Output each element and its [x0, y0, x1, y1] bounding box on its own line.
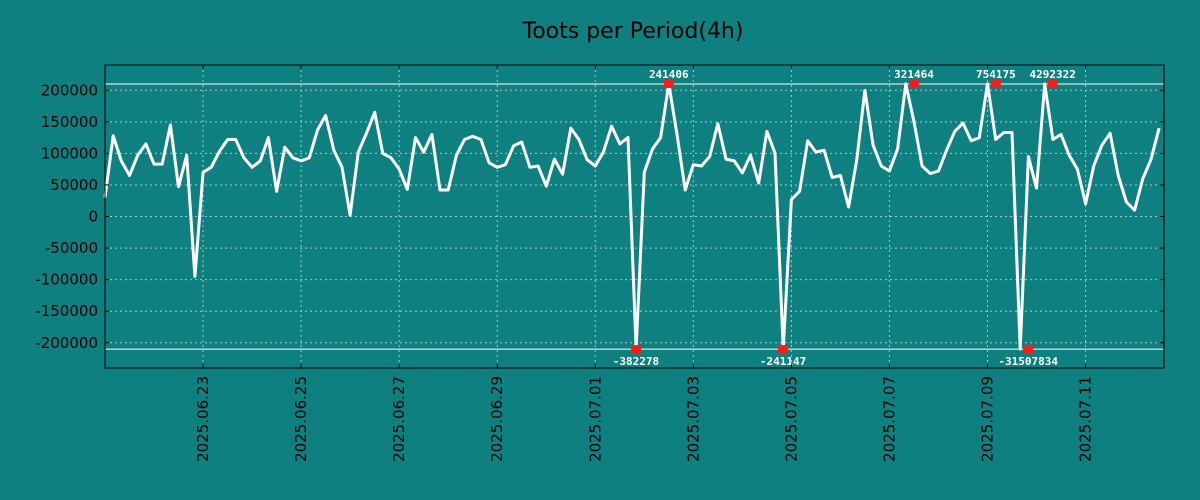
clip-marker [630, 345, 641, 354]
clip-annotation-label: 754175 [976, 68, 1016, 81]
y-tick-label: -50000 [45, 239, 98, 257]
x-tick-label: 2025.06.27 [390, 376, 408, 462]
y-tick-label: 0 [88, 208, 98, 226]
clip-annotation-label: -241147 [760, 355, 806, 368]
x-axis: 2025.06.23 2025.06.25 2025.06.27 2025.06.29… [194, 65, 1095, 462]
x-tick-label: 2025.07.09 [979, 376, 997, 462]
x-tick-label: 2025.07.01 [586, 376, 604, 462]
clip-marker [1023, 345, 1034, 354]
clip-marker [908, 79, 919, 88]
y-tick-label: -200000 [35, 334, 98, 352]
y-tick-label: 200000 [41, 81, 98, 99]
series-layer [103, 82, 1161, 351]
clip-annotation-label: 321464 [894, 68, 934, 81]
clip-marker-layer: 241406 321464 754175 4292322 -382278 -241147 -… [613, 68, 1076, 368]
clip-annotation-label: -382278 [613, 355, 659, 368]
y-tick-label: -100000 [35, 271, 98, 289]
clip-marker [663, 79, 674, 88]
y-tick-label: 100000 [41, 144, 98, 162]
series-line [103, 82, 1161, 351]
x-tick-label: 2025.06.29 [488, 376, 506, 462]
clip-marker [778, 345, 789, 354]
x-tick-label: 2025.07.11 [1077, 376, 1095, 462]
y-tick-label: 150000 [41, 113, 98, 131]
x-tick-label: 2025.06.23 [194, 376, 212, 462]
grid-layer [105, 65, 1164, 368]
clip-annotation-label: -31507834 [998, 355, 1058, 368]
chart-title: Toots per Period(4h) [522, 19, 744, 44]
y-tick-label: 50000 [50, 176, 98, 194]
clip-annotation-label: 4292322 [1030, 68, 1076, 81]
x-tick-label: 2025.07.05 [782, 376, 800, 462]
x-tick-label: 2025.06.25 [292, 376, 310, 462]
clip-marker [990, 79, 1001, 88]
x-tick-label: 2025.07.03 [684, 376, 702, 462]
y-tick-label: -150000 [35, 302, 98, 320]
y-axis: -200000 -150000 -100000 -50000 0 50000 100000 1… [35, 81, 1164, 352]
x-tick-label: 2025.07.07 [880, 376, 898, 462]
clip-marker [1047, 79, 1058, 88]
clip-annotation-label: 241406 [649, 68, 689, 81]
